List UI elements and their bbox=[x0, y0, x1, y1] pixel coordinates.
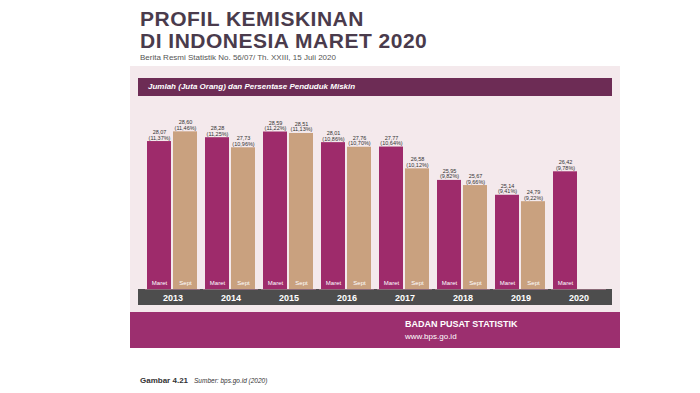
svg-text:28,07(11,37%): 28,07(11,37%) bbox=[149, 129, 171, 141]
svg-text:Sept: Sept bbox=[295, 280, 308, 286]
svg-text:Maret: Maret bbox=[500, 280, 516, 286]
html-text:BADAN PUSAT STATISTIK: BADAN PUSAT STATISTIK bbox=[405, 319, 518, 329]
svg-text:Maret: Maret bbox=[152, 280, 168, 286]
svg-text:Maret: Maret bbox=[558, 280, 574, 286]
svg-text:26,42(9,78%): 26,42(9,78%) bbox=[556, 159, 575, 171]
svg-text:Sept: Sept bbox=[411, 280, 424, 286]
html-text:Sumber: bps.go.id (2020): Sumber: bps.go.id (2020) bbox=[194, 377, 268, 384]
svg-text:28,60(11,46%): 28,60(11,46%) bbox=[175, 119, 197, 131]
svg-text:26,58(10,12%): 26,58(10,12%) bbox=[406, 156, 428, 168]
html-text:Jumlah (Juta Orang) dan Persen: Jumlah (Juta Orang) dan Persentase Pendu… bbox=[148, 82, 356, 91]
svg-text:2020: 2020 bbox=[569, 293, 589, 303]
svg-text:2016: 2016 bbox=[337, 293, 357, 303]
svg-text:2017: 2017 bbox=[395, 293, 415, 303]
svg-text:Maret: Maret bbox=[326, 280, 342, 286]
svg-text:Sept: Sept bbox=[469, 280, 482, 286]
html-text:www.bps.go.id: www.bps.go.id bbox=[405, 332, 457, 341]
svg-text:Maret: Maret bbox=[442, 280, 458, 286]
svg-text:27,77(10,64%): 27,77(10,64%) bbox=[380, 135, 402, 147]
svg-text:Sept: Sept bbox=[237, 280, 250, 286]
svg-text:28,28(11,25%): 28,28(11,25%) bbox=[207, 125, 229, 137]
svg-text:2013: 2013 bbox=[163, 293, 183, 303]
svg-text:25,95(9,82%): 25,95(9,82%) bbox=[440, 168, 459, 180]
svg-text:Sept: Sept bbox=[179, 280, 192, 286]
svg-text:Maret: Maret bbox=[268, 280, 284, 286]
svg-text:28,51(11,13%): 28,51(11,13%) bbox=[291, 121, 313, 133]
svg-text:28,59(11,22%): 28,59(11,22%) bbox=[265, 120, 287, 132]
svg-text:27,76(10,70%): 27,76(10,70%) bbox=[348, 135, 370, 147]
html-text:PROFIL KEMISKINAN DI INDONESIA: PROFIL KEMISKINAN DI INDONESIA MARET 202… bbox=[140, 7, 428, 52]
html-text:Gambar 4.21: Gambar 4.21 bbox=[140, 376, 188, 385]
svg-text:2019: 2019 bbox=[511, 293, 531, 303]
svg-text:Maret: Maret bbox=[210, 280, 226, 286]
svg-text:2014: 2014 bbox=[221, 293, 241, 303]
svg-text:2015: 2015 bbox=[279, 293, 299, 303]
html-text:Berita Resmi Statistik No. 56/: Berita Resmi Statistik No. 56/07/ Th. XX… bbox=[140, 53, 336, 62]
svg-text:Sept: Sept bbox=[353, 280, 366, 286]
svg-text:25,67(9,66%): 25,67(9,66%) bbox=[466, 173, 485, 185]
svg-text:2018: 2018 bbox=[453, 293, 473, 303]
svg-text:24,79(9,22%): 24,79(9,22%) bbox=[524, 189, 543, 201]
svg-text:28,01(10,86%): 28,01(10,86%) bbox=[322, 130, 344, 142]
svg-text:25,14(9,41%): 25,14(9,41%) bbox=[498, 183, 517, 195]
svg-text:Sept: Sept bbox=[527, 280, 540, 286]
svg-text:Maret: Maret bbox=[384, 280, 400, 286]
svg-text:27,73(10,96%): 27,73(10,96%) bbox=[232, 135, 254, 147]
